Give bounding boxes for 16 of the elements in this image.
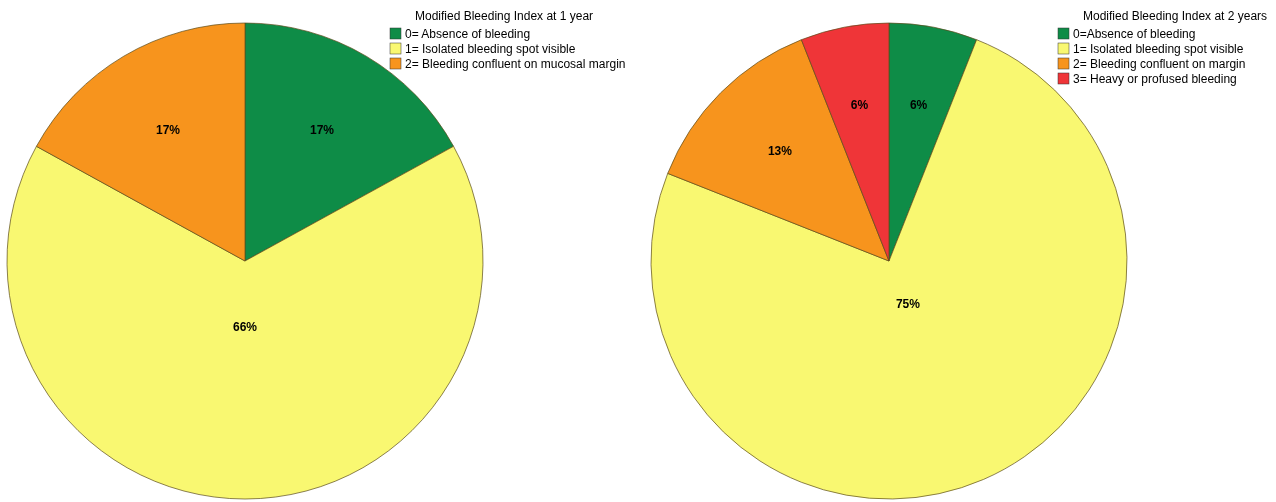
legend-label: 0= Absence of bleeding	[405, 27, 531, 41]
data-label: 13%	[767, 144, 793, 159]
legend-title: Modified Bleeding Index at 1 year	[415, 9, 594, 23]
legend-label: 2= Bleeding confluent on mucosal margin	[405, 57, 626, 71]
legend-label: 1= Isolated bleeding spot visible	[1073, 42, 1244, 56]
legend-label: 3= Heavy or profused bleeding	[1073, 72, 1237, 86]
legend-label: 2= Bleeding confluent on margin	[1073, 57, 1246, 71]
data-label: 66%	[232, 320, 258, 335]
data-label: 75%	[895, 296, 921, 311]
data-label: 17%	[309, 123, 335, 137]
data-label: 6%	[909, 98, 928, 113]
legend-label: 1= Isolated bleeding spot visible	[405, 42, 576, 56]
legend-title: Modified Bleeding Index at 2 years	[1083, 9, 1268, 23]
legend-label: 0=Absence of bleeding	[1073, 27, 1196, 41]
data-label: 17%	[156, 123, 181, 137]
data-label: 6%	[850, 98, 869, 113]
